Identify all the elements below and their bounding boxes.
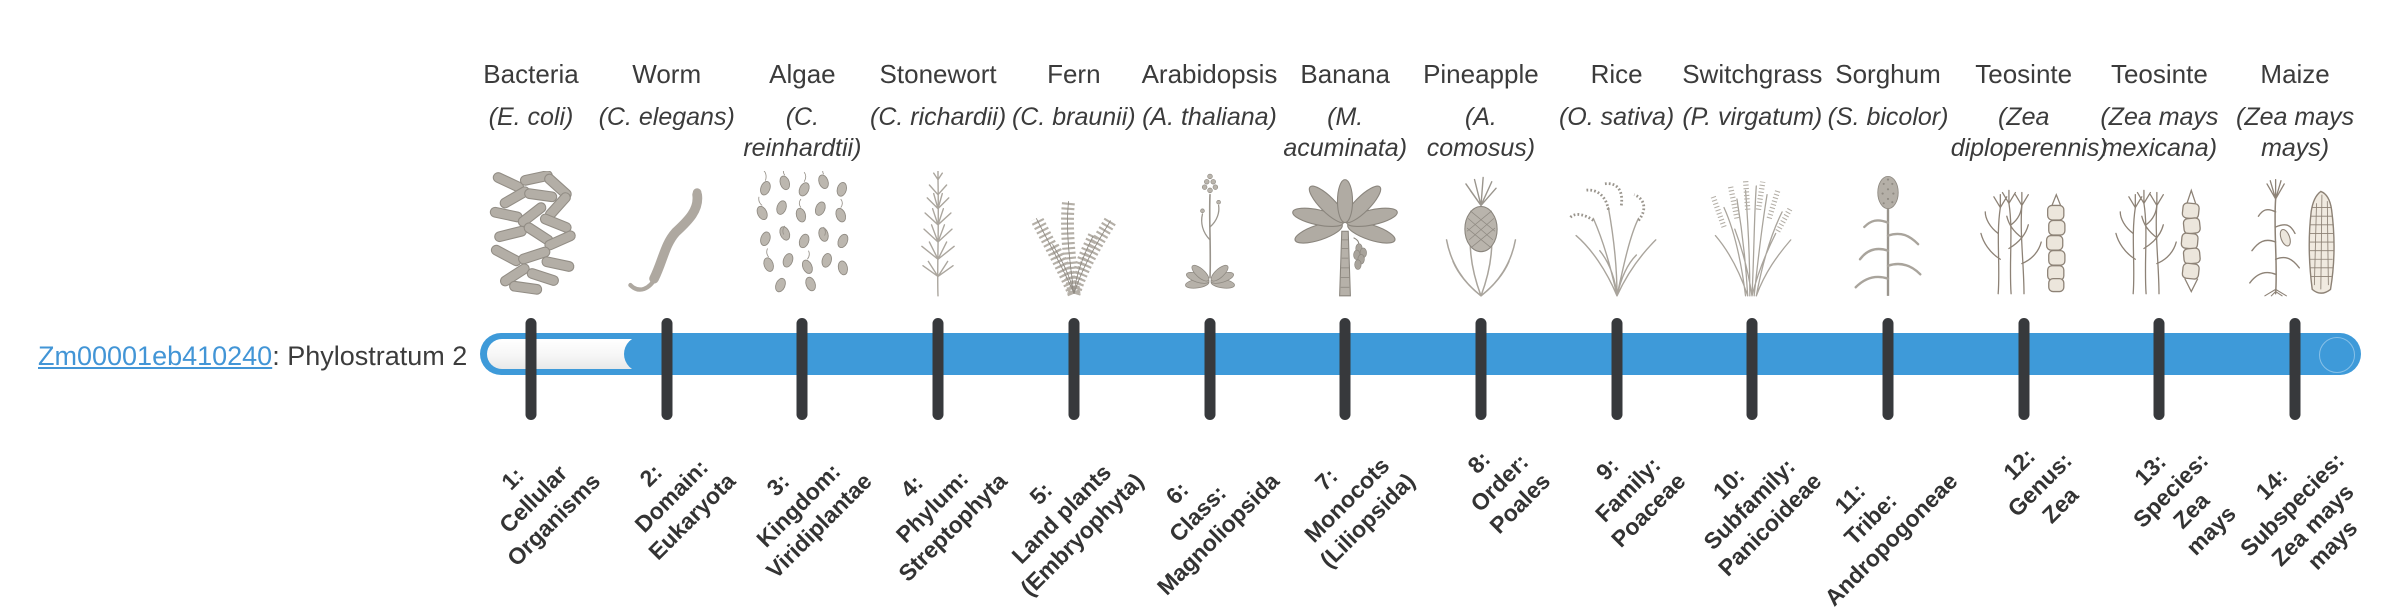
organism-scientific-name: (A. comosus) (1426, 103, 1536, 162)
stonewort-illustration (876, 168, 1000, 298)
phylostratum-tick (1339, 318, 1351, 420)
organism-scientific-name: (Zea mays mexicana) (2100, 103, 2219, 162)
organism-scientific-name: (Zea mays mays) (2236, 103, 2355, 162)
phylostratum-label: 1: Cellular Organisms (493, 459, 605, 571)
phylostratum-label: 2: Domain: Eukaryota (629, 453, 741, 565)
phylostratum-label: 5: Land plants (Embryophyta) (1005, 458, 1148, 601)
phylostratum-tick (2153, 318, 2165, 420)
banana-illustration (1283, 168, 1407, 298)
gene-link[interactable]: Zm00001eb410240 (38, 341, 273, 371)
organism-name: Sorghum (1835, 59, 1941, 89)
organism-name: Arabidopsis (1141, 59, 1278, 89)
sorghum-illustration (1826, 168, 1950, 298)
phylostratum-tick (661, 318, 673, 420)
organism-scientific-name: (C. braunii) (1011, 103, 1136, 131)
bacteria-illustration (469, 168, 593, 298)
gene-label: Zm00001eb410240: Phylostratum 2 (38, 341, 467, 372)
phylostratum-label: 14: Subspecies: Zea mays mays (2234, 447, 2363, 575)
organism-name: Switchgrass (1682, 59, 1823, 89)
phylostratum-label: 12: Genus: Zea (1998, 442, 2084, 528)
teosinte-diploperennis-illustration (1962, 168, 2086, 298)
organism-name: Teosinte (1975, 59, 2073, 89)
phylostratum-label: 6: Class: Magnoliopsida (1151, 467, 1284, 600)
phylostratum-tick (1068, 318, 1080, 420)
organism-name: Maize (2260, 59, 2330, 89)
rice-illustration (1555, 168, 1679, 298)
phylostrata-bar-fill (623, 336, 2354, 372)
organism-scientific-name: (P. virgatum) (1682, 103, 1823, 131)
phylostratum-tick (796, 318, 808, 420)
organism-name: Rice (1590, 59, 1643, 89)
phylostratum-tick (2289, 318, 2301, 420)
organism-name: Stonewort (879, 59, 997, 89)
phylostratum-label: 7: Monocots (Liliopsida) (1298, 452, 1419, 573)
organism-scientific-name: (S. bicolor) (1827, 103, 1949, 131)
phylostratum-tick (2018, 318, 2030, 420)
phylostratum-tick (1611, 318, 1623, 420)
organism-name: Fern (1047, 59, 1101, 89)
arabidopsis-illustration (1148, 168, 1272, 298)
organism-scientific-name: (E. coli) (488, 103, 574, 131)
teosinte-mexicana-illustration (2097, 168, 2221, 298)
organism-scientific-name: (O. sativa) (1558, 103, 1675, 131)
phylostratum-label: 4: Phylum: Streptophyta (890, 465, 1012, 587)
phylostratum-tick (1475, 318, 1487, 420)
organism-scientific-name: (Zea diploperennis) (1950, 103, 2108, 162)
phylostratum-label: 9: Family: Poaceae (1590, 451, 1691, 552)
phylostratum-tick (525, 318, 537, 420)
gene-phylostratum-text: : Phylostratum 2 (272, 341, 468, 371)
phylostratum-label: 11: Tribe: Andropogoneae (1818, 467, 1962, 611)
worm-illustration (605, 168, 729, 298)
organism-name: Pineapple (1423, 59, 1539, 89)
organism-scientific-name: (C. richardii) (870, 103, 1007, 131)
phylostratum-tick (1204, 318, 1215, 420)
fern-illustration (1012, 168, 1136, 298)
pineapple-illustration (1419, 168, 1543, 298)
phylostratum-label: 13: Species: Zea mays (2127, 447, 2241, 561)
bar-end-ring (2319, 337, 2355, 373)
organism-name: Bacteria (483, 59, 579, 89)
organism-name: Algae (769, 59, 836, 89)
organism-scientific-name: (C. elegans) (598, 103, 735, 131)
organism-scientific-name: (M. acuminata) (1283, 103, 1408, 162)
switchgrass-illustration (1690, 168, 1814, 298)
algae-illustration (740, 168, 864, 298)
maize-illustration (2233, 168, 2357, 298)
phylostratum-tick (932, 318, 944, 420)
phylostratum-label: 8: Order: Poales (1462, 445, 1555, 539)
organism-name: Banana (1300, 59, 1391, 89)
organism-name: Teosinte (2110, 59, 2208, 89)
organism-scientific-name: (C. reinhardtii) (743, 103, 862, 162)
phylostratum-label: 3: Kingdom: Viridiplantae (750, 457, 877, 584)
phylostrata-plot: Zm00001eb410240: Phylostratum 2 Bacteria… (38, 59, 2362, 610)
phylostratum-tick (1882, 318, 1894, 420)
phylostratum-tick (1746, 318, 1758, 420)
organism-scientific-name: (A. thaliana) (1142, 103, 1277, 131)
organism-name: Worm (632, 59, 702, 89)
